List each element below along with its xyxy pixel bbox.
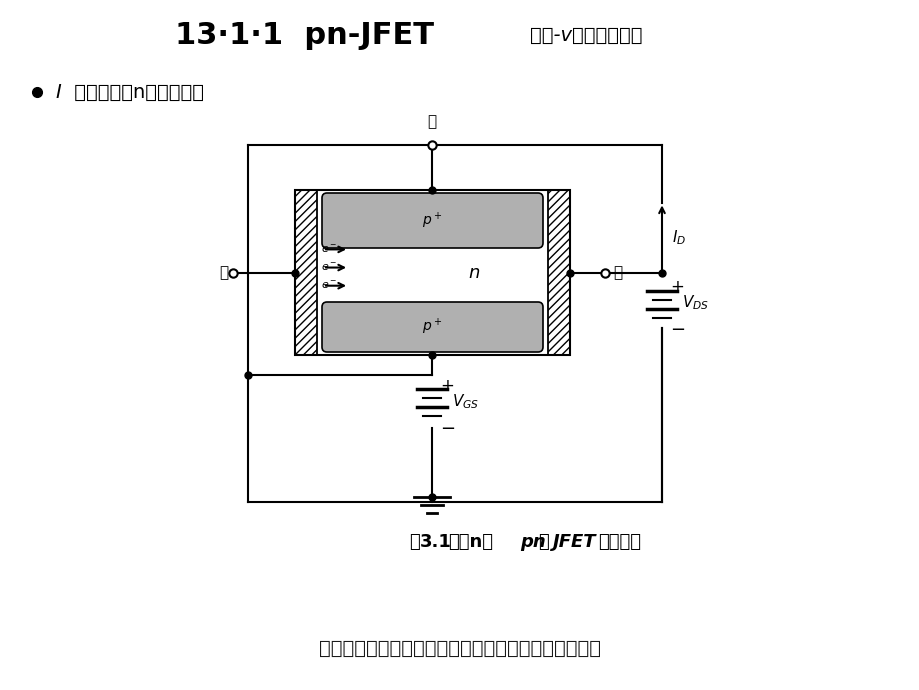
FancyBboxPatch shape xyxy=(322,193,542,248)
Text: 3.1: 3.1 xyxy=(420,533,451,551)
Bar xyxy=(548,190,570,355)
Text: I: I xyxy=(55,83,61,101)
Text: −: − xyxy=(439,420,455,438)
Bar xyxy=(548,190,570,355)
Text: +: + xyxy=(439,377,453,395)
Text: pn: pn xyxy=(519,533,545,551)
Text: $e^-$: $e^-$ xyxy=(321,280,337,291)
Bar xyxy=(295,190,570,355)
Text: 图: 图 xyxy=(409,533,420,551)
Text: $e^-$: $e^-$ xyxy=(321,262,337,273)
Text: $V_{GS}$: $V_{GS}$ xyxy=(451,393,479,411)
Text: −: − xyxy=(669,322,685,339)
Text: JFET: JFET xyxy=(552,533,596,551)
Text: 栅: 栅 xyxy=(427,114,437,129)
FancyBboxPatch shape xyxy=(322,302,542,352)
Text: 的形成：（n沟耗尽型）: 的形成：（n沟耗尽型） xyxy=(68,83,204,101)
Text: 13·1·1  pn-JFET: 13·1·1 pn-JFET xyxy=(176,21,434,50)
Text: $p^+$: $p^+$ xyxy=(422,317,442,337)
Text: $V_{DS}$: $V_{DS}$ xyxy=(681,293,709,312)
Text: 结: 结 xyxy=(538,533,548,551)
Bar xyxy=(295,190,317,355)
Text: $e^-$: $e^-$ xyxy=(321,244,337,255)
Text: 漏源-v特性定性分析: 漏源-v特性定性分析 xyxy=(529,26,641,44)
Text: 漏: 漏 xyxy=(612,265,621,280)
Text: 对称n沟: 对称n沟 xyxy=(448,533,493,551)
Text: $p^+$: $p^+$ xyxy=(422,210,442,230)
Bar xyxy=(295,190,317,355)
Text: n: n xyxy=(468,264,479,282)
Text: 漏源电压在沟道区产生电场，使多子从源极流向漏极。: 漏源电压在沟道区产生电场，使多子从源极流向漏极。 xyxy=(319,638,600,658)
Text: 的横截面: 的横截面 xyxy=(597,533,641,551)
Text: 源: 源 xyxy=(219,265,228,280)
Text: $I_D$: $I_D$ xyxy=(671,228,686,247)
Text: +: + xyxy=(669,279,683,297)
